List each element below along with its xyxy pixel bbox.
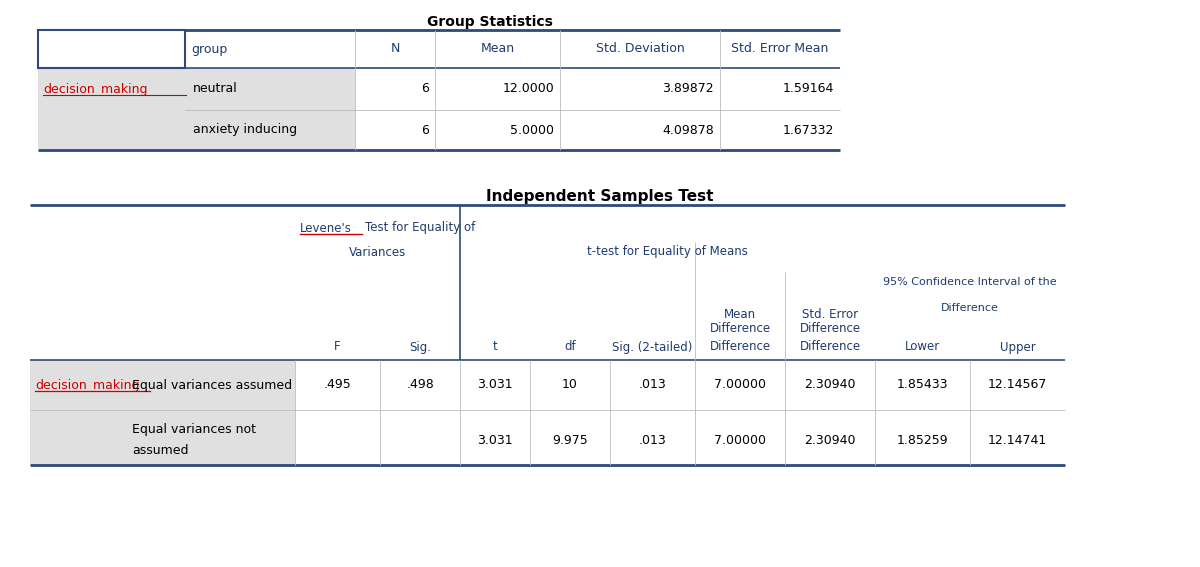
Text: 3.031: 3.031: [478, 379, 512, 391]
Text: 12.0000: 12.0000: [503, 83, 554, 95]
Text: neutral: neutral: [193, 83, 238, 95]
Text: Mean: Mean: [724, 308, 756, 321]
Text: Levene's: Levene's: [300, 222, 352, 235]
Bar: [38, 110, 185, 150]
Text: Test for Equality of: Test for Equality of: [365, 222, 475, 235]
Text: df: df: [564, 341, 576, 353]
Text: 1.67332: 1.67332: [782, 124, 834, 137]
Text: Equal variances assumed: Equal variances assumed: [132, 379, 292, 391]
Text: 12.14567: 12.14567: [988, 379, 1048, 391]
Bar: [185, 68, 355, 110]
Text: 9.975: 9.975: [552, 434, 588, 446]
Text: decision_making: decision_making: [35, 379, 139, 391]
Text: .013: .013: [638, 434, 666, 446]
Text: Variances: Variances: [349, 246, 406, 259]
Bar: [127, 410, 295, 465]
Text: 7.00000: 7.00000: [714, 379, 766, 391]
Text: 3.031: 3.031: [478, 434, 512, 446]
Text: 12.14741: 12.14741: [988, 434, 1048, 446]
Bar: [30, 410, 127, 465]
Text: .498: .498: [406, 379, 434, 391]
Text: F: F: [334, 341, 341, 353]
Text: Sig.: Sig.: [409, 341, 431, 353]
Text: 1.85433: 1.85433: [896, 379, 948, 391]
Bar: [185, 110, 355, 150]
Text: 95% Confidence Interval of the: 95% Confidence Interval of the: [883, 277, 1057, 287]
Text: 1.85259: 1.85259: [896, 434, 948, 446]
Text: 6: 6: [421, 124, 430, 137]
Text: Std. Error Mean: Std. Error Mean: [731, 43, 829, 56]
Text: t: t: [493, 341, 497, 353]
Bar: [127, 360, 295, 410]
Text: 3.89872: 3.89872: [662, 83, 714, 95]
Text: 2.30940: 2.30940: [804, 434, 856, 446]
Text: Upper: Upper: [1000, 341, 1036, 353]
Text: assumed: assumed: [132, 443, 188, 456]
Text: 2.30940: 2.30940: [804, 379, 856, 391]
Text: Difference: Difference: [941, 303, 998, 313]
Text: Difference: Difference: [709, 341, 770, 353]
Text: 1.59164: 1.59164: [782, 83, 834, 95]
Text: anxiety inducing: anxiety inducing: [193, 124, 298, 137]
Text: 6: 6: [421, 83, 430, 95]
Text: Independent Samples Test: Independent Samples Test: [486, 189, 714, 205]
Bar: [38, 68, 185, 110]
Bar: [38, 30, 185, 68]
Text: decision_making: decision_making: [43, 83, 148, 95]
Text: Std. Error: Std. Error: [802, 308, 858, 321]
Text: Difference: Difference: [709, 321, 770, 335]
Text: 5.0000: 5.0000: [510, 124, 554, 137]
Text: group: group: [191, 43, 227, 56]
Text: Difference: Difference: [799, 321, 860, 335]
Text: Difference: Difference: [799, 341, 860, 353]
Text: 10: 10: [562, 379, 578, 391]
Text: Group Statistics: Group Statistics: [427, 15, 553, 29]
Text: t-test for Equality of Means: t-test for Equality of Means: [587, 246, 748, 259]
Text: Mean: Mean: [480, 43, 515, 56]
Text: Sig. (2-tailed): Sig. (2-tailed): [612, 341, 692, 353]
Text: Lower: Lower: [905, 341, 940, 353]
Text: N: N: [390, 43, 400, 56]
Text: .013: .013: [638, 379, 666, 391]
Text: .495: .495: [324, 379, 352, 391]
Text: Equal variances not: Equal variances not: [132, 424, 256, 437]
Text: 7.00000: 7.00000: [714, 434, 766, 446]
Bar: [30, 360, 127, 410]
Text: Std. Deviation: Std. Deviation: [595, 43, 684, 56]
Text: 4.09878: 4.09878: [662, 124, 714, 137]
